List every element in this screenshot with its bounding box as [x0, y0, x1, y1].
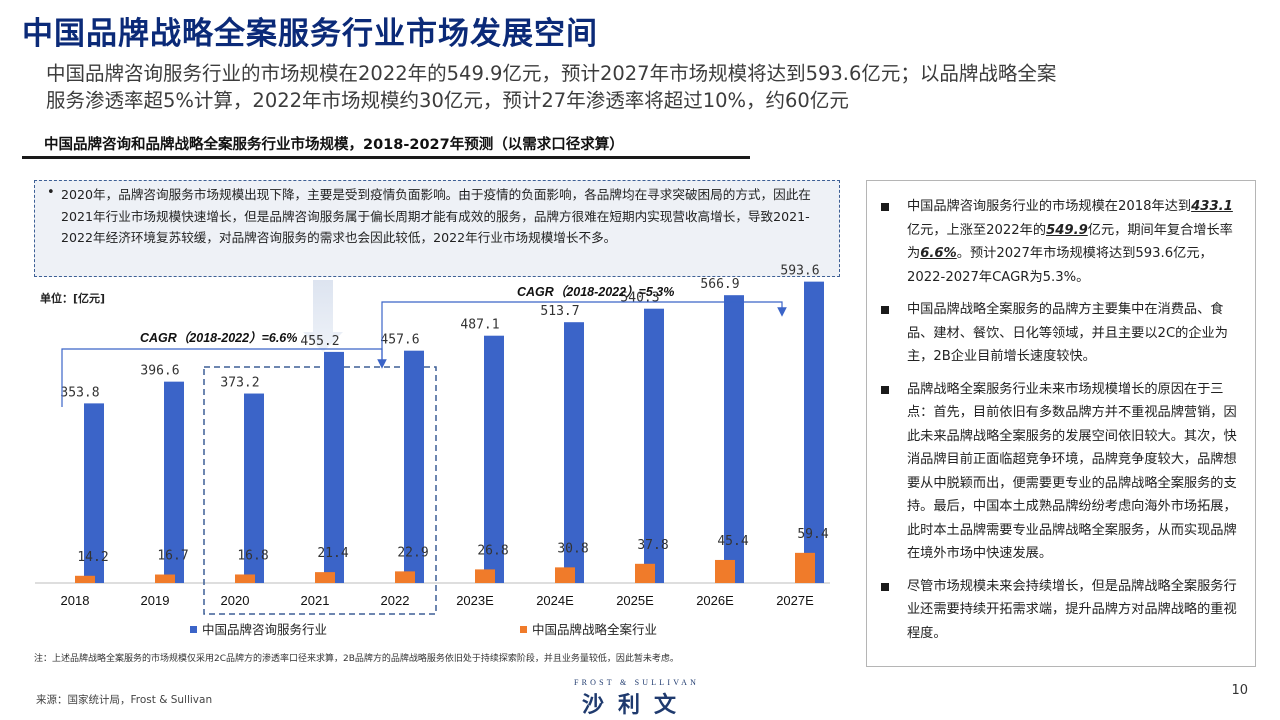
analysis-text: 中国品牌战略全案服务的品牌方主要集中在消费品、食品、建材、餐饮、日化等领域，并且…: [907, 302, 1228, 364]
logo-brand-cn: 沙利文: [582, 693, 691, 718]
footnote: 注：上述品牌战略全案服务的市场规模仅采用2C品牌方的渗透率口径来求算，2B品牌方…: [34, 654, 679, 664]
unit-label: 单位：[亿元]: [40, 292, 106, 305]
value-label-strategy: 21.4: [317, 546, 348, 561]
value-label-consulting: 396.6: [140, 364, 179, 379]
emphasis-value: 6.6%: [920, 246, 957, 261]
value-label-strategy: 37.8: [637, 538, 668, 553]
value-label-strategy: 22.9: [397, 545, 428, 560]
bar-consulting-2027E: [804, 281, 824, 583]
note-bullet: •: [47, 185, 55, 200]
bar-strategy-2024E: [555, 567, 575, 583]
source-note: 来源：国家统计局，Frost & Sullivan: [36, 694, 213, 706]
x-tick-label: 2019: [141, 593, 170, 608]
square-bullet-icon: [881, 582, 889, 591]
bar-strategy-2019: [155, 574, 175, 583]
value-label-strategy: 14.2: [77, 550, 108, 565]
value-label-strategy: 45.4: [717, 534, 748, 549]
x-tick-label: 2027E: [776, 593, 814, 608]
x-tick-label: 2020: [221, 593, 250, 608]
bar-consulting-2023E: [484, 335, 504, 583]
page-subtitle: 中国品牌咨询服务行业的市场规模在2022年的549.9亿元，预计2027年市场规…: [46, 60, 1256, 114]
analysis-text: 品牌战略全案服务行业未来市场规模增长的原因在于三点：首先，目前依旧有多数品牌方并…: [907, 381, 1237, 562]
x-tick-label: 2025E: [616, 593, 654, 608]
cagr-historical-label: CAGR（2018-2022）=6.6%: [140, 330, 297, 345]
analysis-text: 尽管市场规模未来会持续增长，但是品牌战略全案服务行业还需要持续开拓需求端，提升品…: [907, 578, 1237, 641]
pointer-arrow-decoration: [303, 280, 343, 352]
page-number: 10: [1231, 683, 1248, 698]
bar-consulting-2022: [404, 350, 424, 583]
bar-consulting-2025E: [644, 308, 664, 583]
analysis-item: 中国品牌战略全案服务的品牌方主要集中在消费品、食品、建材、餐饮、日化等领域，并且…: [877, 298, 1245, 369]
bar-strategy-2026E: [715, 559, 735, 583]
cagr-forecast-label: CAGR（2018-2022）=5.3%: [517, 284, 674, 299]
bar-consulting-2018: [84, 403, 104, 583]
bar-consulting-2026E: [724, 295, 744, 583]
value-label-strategy: 30.8: [557, 541, 588, 556]
page-title: 中国品牌战略全案服务行业市场发展空间: [22, 16, 598, 52]
bar-consulting-2019: [164, 381, 184, 583]
bar-strategy-2025E: [635, 563, 655, 583]
cagr-forecast-line: [381, 301, 787, 364]
analysis-item: 中国品牌咨询服务行业的市场规模在2018年达到433.1 亿元，上涨至2022年的…: [877, 195, 1245, 289]
chart-section-title: 中国品牌咨询和品牌战略全案服务行业市场规模，2018-2027年预测（以需求口径…: [44, 137, 624, 153]
analysis-text: 中国品牌咨询服务行业的市场规模在2018年达到: [907, 199, 1192, 214]
analysis-text: 亿元，期间年复合增长率为: [907, 222, 1233, 262]
value-label-strategy: 26.8: [477, 543, 508, 558]
square-bullet-icon: [881, 385, 889, 394]
analysis-text: 。预计2027年市场规模将达到593.6亿元，2022-2027年CAGR为5.…: [907, 246, 1213, 285]
bar-strategy-2027E: [795, 552, 815, 583]
x-tick-label: 2021: [301, 593, 330, 608]
analysis-text: 亿元，上涨至2022年的: [907, 222, 1047, 238]
square-bullet-icon: [881, 306, 889, 314]
value-label-consulting: 566.9: [700, 277, 739, 292]
value-label-consulting: 457.6: [380, 333, 419, 348]
x-tick-label: 2022: [381, 593, 410, 608]
analysis-item: 尽管市场规模未来会持续增长，但是品牌战略全案服务行业还需要持续开拓需求端，提升品…: [877, 575, 1245, 646]
analysis-item: 品牌战略全案服务行业未来市场规模增长的原因在于三点：首先，目前依旧有多数品牌方并…: [877, 378, 1245, 566]
value-label-consulting: 487.1: [460, 318, 499, 333]
subtitle-line-1: 中国品牌咨询服务行业的市场规模在2022年的549.9亿元，预计2027年市场规…: [46, 62, 1057, 85]
bar-strategy-2021: [315, 572, 335, 583]
bar-strategy-2023E: [475, 569, 495, 583]
cagr-forecast-annotation: CAGR（2018-2022）=5.3%: [381, 284, 787, 364]
subtitle-line-2: 服务渗透率超5%计算，2022年市场规模约30亿元，预计27年渗透率将超过10%…: [46, 89, 849, 112]
note-box: • 2020年，品牌咨询服务市场规模出现下降，主要是受到疫情负面影响。由于疫情的…: [34, 180, 840, 277]
legend-swatch-strategy: [520, 626, 527, 633]
legend-swatch-consulting: [190, 626, 197, 633]
highlight-box-2020-2022: [203, 366, 437, 615]
analysis-panel: 中国品牌咨询服务行业的市场规模在2018年达到433.1 亿元，上涨至2022年的…: [866, 180, 1256, 667]
square-bullet-icon: [881, 203, 889, 211]
value-label-consulting: 373.2: [220, 376, 259, 391]
emphasis-value: 549.9: [1046, 222, 1088, 238]
value-label-consulting: 593.6: [780, 264, 819, 279]
x-tick-label: 2023E: [456, 593, 494, 608]
legend: 中国品牌咨询服务行业 中国品牌战略全案行业: [190, 622, 657, 637]
value-label-strategy: 16.8: [237, 548, 268, 563]
x-tick-label: 2018: [61, 593, 90, 608]
company-logo: FROST & SULLIVAN 沙利文: [560, 678, 720, 718]
logo-brand-en: FROST & SULLIVAN: [574, 678, 700, 687]
bar-strategy-2018: [75, 575, 95, 583]
value-label-consulting: 513.7: [540, 304, 579, 319]
bar-consulting-2021: [324, 351, 344, 583]
value-label-strategy: 16.7: [157, 549, 188, 564]
bars-layer: 353.8 14.2 2018 396.6 16.7 2019 373.2 16.8 2020 4…: [60, 264, 828, 608]
value-label-strategy: 59.4: [797, 527, 828, 542]
emphasis-value: 433.1: [1191, 199, 1233, 214]
bar-strategy-2022: [395, 571, 415, 583]
legend-label-consulting: 中国品牌咨询服务行业: [202, 622, 327, 637]
chart-section-header: 中国品牌咨询和品牌战略全案服务行业市场规模，2018-2027年预测（以需求口径…: [22, 128, 750, 159]
bar-consulting-2020: [244, 393, 264, 583]
note-text: 2020年，品牌咨询服务市场规模出现下降，主要是受到疫情负面影响。由于疫情的负面…: [61, 187, 811, 246]
x-tick-label: 2024E: [536, 593, 574, 608]
x-tick-label: 2026E: [696, 593, 734, 608]
legend-label-strategy: 中国品牌战略全案行业: [532, 622, 657, 637]
bar-chart: 353.8 14.2 2018 396.6 16.7 2019 373.2 16.8 2020 4…: [35, 264, 830, 637]
bar-consulting-2024E: [564, 322, 584, 583]
value-label-consulting: 455.2: [300, 334, 339, 349]
value-label-consulting: 353.8: [60, 385, 99, 400]
bar-strategy-2020: [235, 574, 255, 583]
